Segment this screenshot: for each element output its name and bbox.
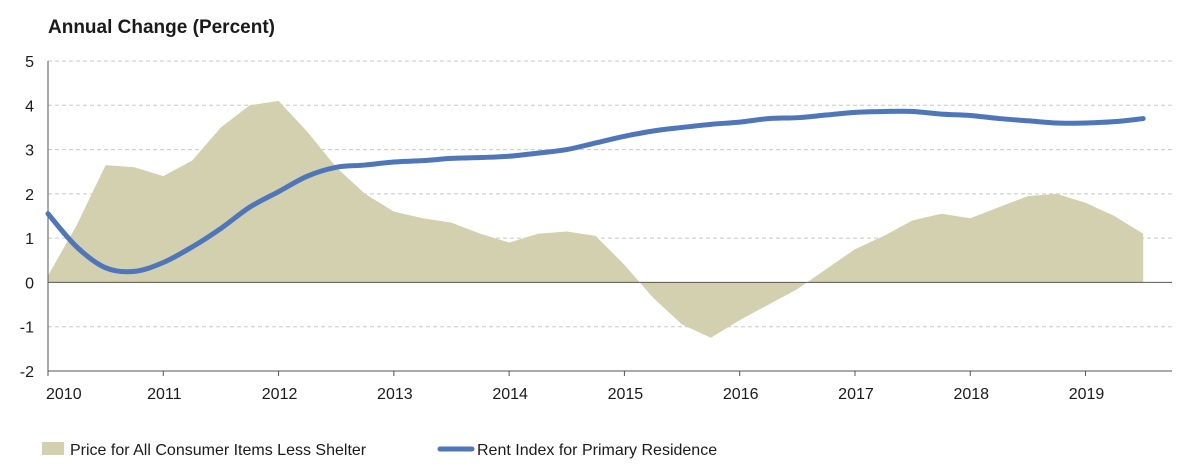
x-tick-label: 2012 xyxy=(262,386,298,403)
x-tick-label: 2016 xyxy=(723,386,759,403)
legend-label-price-less-shelter: Price for All Consumer Items Less Shelte… xyxy=(70,442,367,459)
x-tick-label: 2015 xyxy=(608,386,644,403)
x-tick-label: 2011 xyxy=(147,386,182,403)
x-tick-label: 2018 xyxy=(953,386,989,403)
line-rent-index xyxy=(45,108,1146,275)
x-axis-ticks: 2010 2011 2012 2013 2014 2015 2016 2017 2018 2019 xyxy=(46,371,1104,403)
y-tick-label: 0 xyxy=(25,275,34,292)
area-series-layer xyxy=(48,100,1144,338)
x-tick-label: 2019 xyxy=(1069,386,1105,403)
x-tick-label: 2013 xyxy=(377,386,413,403)
line-series-layer xyxy=(45,108,1146,275)
legend: Price for All Consumer Items Less Shelte… xyxy=(42,442,717,459)
x-tick-label: 2017 xyxy=(838,386,874,403)
legend-label-rent-index: Rent Index for Primary Residence xyxy=(477,442,717,459)
y-tick-label: -2 xyxy=(20,364,34,381)
y-tick-label: 1 xyxy=(25,231,34,248)
y-tick-label: -1 xyxy=(20,320,34,337)
y-tick-label: 4 xyxy=(25,98,34,115)
plot-area xyxy=(45,60,1172,372)
y-tick-label: 3 xyxy=(25,143,34,160)
area-price-less-shelter xyxy=(48,100,1144,338)
legend-swatch-price-less-shelter xyxy=(42,442,64,455)
y-axis-ticks: 5 4 3 2 1 0 -1 -2 xyxy=(20,54,34,381)
y-tick-label: 2 xyxy=(25,187,34,204)
gridlines xyxy=(48,60,1172,328)
x-tick-label: 2010 xyxy=(46,386,82,403)
chart-title: Annual Change (Percent) xyxy=(48,17,275,38)
y-tick-label: 5 xyxy=(25,54,34,71)
x-tick-label: 2014 xyxy=(492,386,528,403)
